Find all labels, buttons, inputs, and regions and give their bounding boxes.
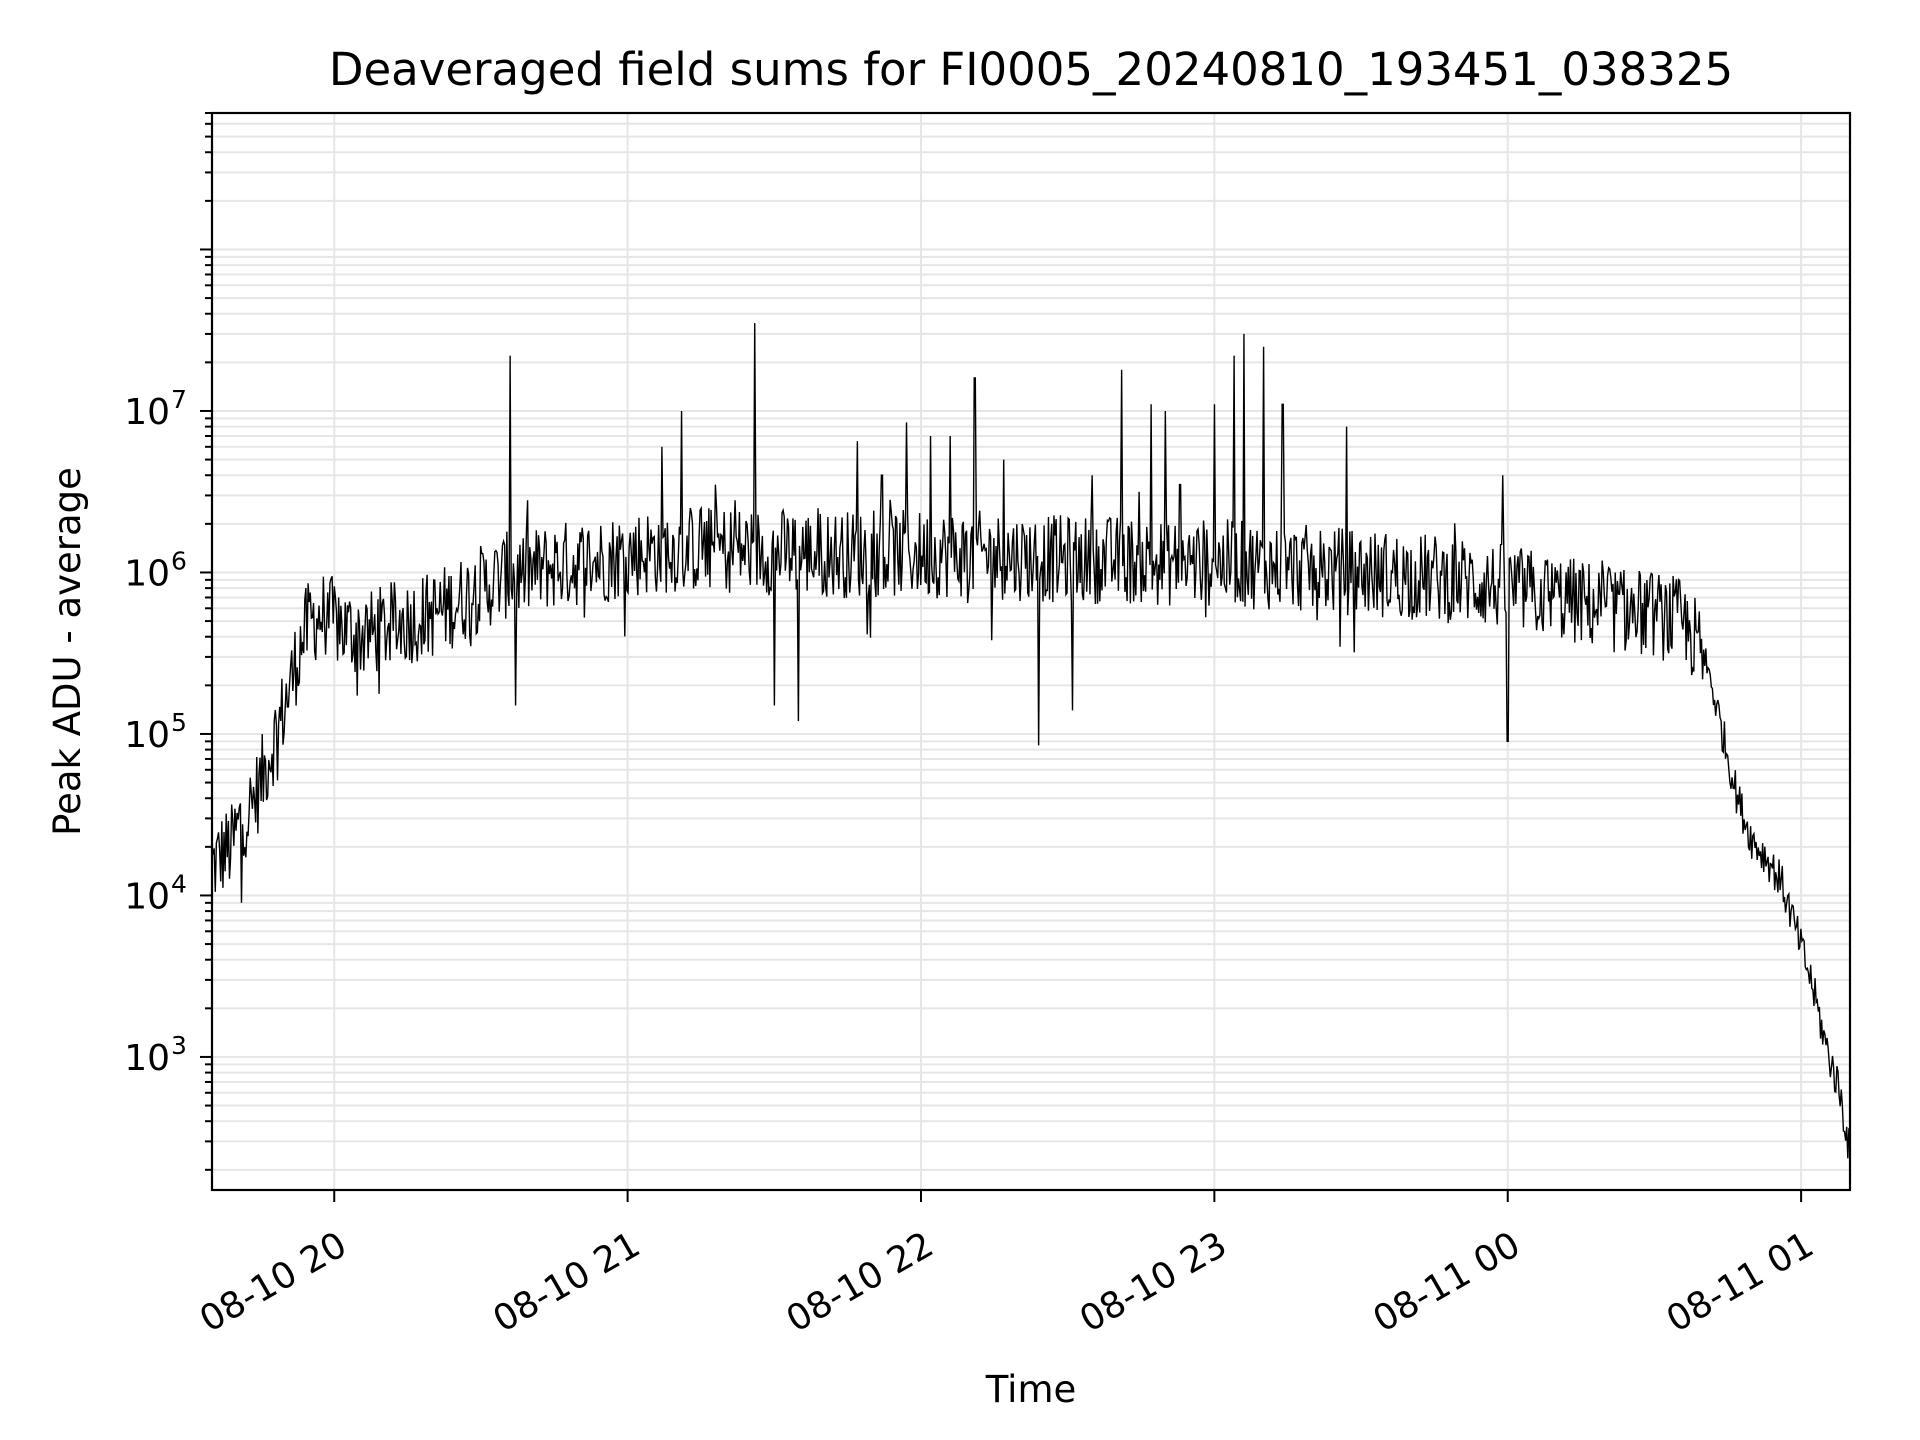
y-tick-label-exponent: 6 (171, 546, 187, 575)
series-line (211, 323, 1851, 1159)
plot-frame (210, 111, 1852, 1192)
series-layer (211, 323, 1851, 1159)
y-tick-label: 10 7 (124, 385, 187, 433)
y-tick-label-exponent: 3 (171, 1031, 187, 1060)
y-tick-label-base: 10 (124, 715, 170, 756)
x-axis-label: Time (985, 1368, 1077, 1411)
y-tick-label: 10 6 (124, 546, 187, 594)
y-tick-label-base: 10 (124, 876, 170, 917)
y-tick-label: 10 3 (124, 1031, 187, 1079)
y-tick-label-exponent: 4 (171, 869, 187, 898)
y-axis-label: Peak ADU - average (46, 467, 89, 836)
y-tick-label-base: 10 (124, 392, 170, 433)
y-tick-label-base: 10 (124, 553, 170, 594)
chart-title: Deaveraged field sums for FI0005_2024081… (329, 43, 1733, 96)
y-tick-label-exponent: 5 (171, 708, 187, 737)
y-tick-label: 10 4 (124, 869, 187, 917)
y-tick-label-exponent: 7 (171, 385, 187, 414)
y-tick-label: 10 5 (124, 708, 187, 756)
grid-layer (212, 112, 1850, 1190)
y-tick-label-base: 10 (124, 1038, 170, 1079)
